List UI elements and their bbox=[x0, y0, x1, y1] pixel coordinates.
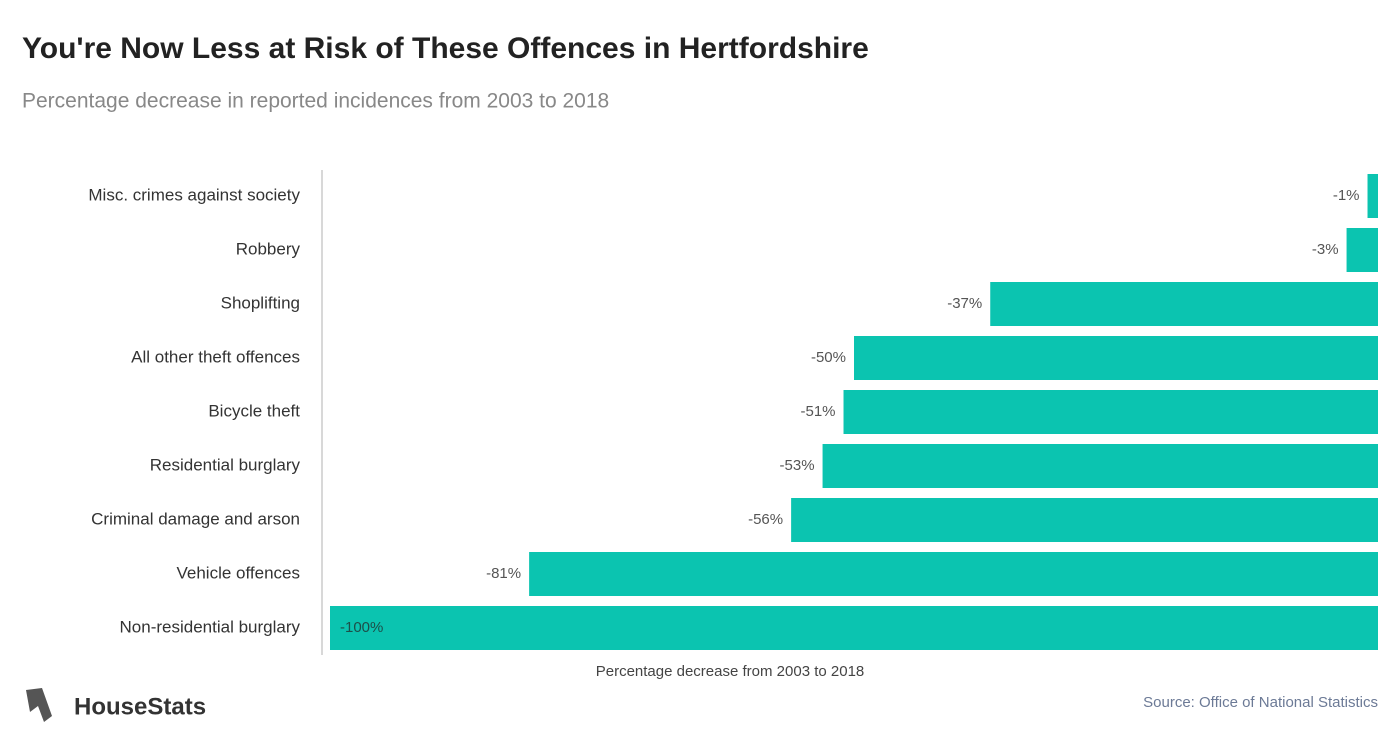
category-label: All other theft offences bbox=[131, 347, 300, 366]
bar bbox=[990, 282, 1378, 326]
brand-name: HouseStats bbox=[74, 693, 206, 720]
value-label: -1% bbox=[1333, 187, 1360, 204]
category-label: Robbery bbox=[236, 239, 301, 258]
brand-logo: HouseStats bbox=[26, 688, 206, 722]
category-label: Non-residential burglary bbox=[120, 617, 301, 636]
chart-title: You're Now Less at Risk of These Offence… bbox=[22, 32, 869, 65]
value-label: -37% bbox=[947, 295, 982, 312]
logo-icon bbox=[26, 688, 52, 722]
category-label: Vehicle offences bbox=[177, 563, 301, 582]
category-label: Residential burglary bbox=[150, 455, 301, 474]
value-label: -81% bbox=[486, 565, 521, 582]
bar bbox=[822, 444, 1378, 488]
value-label: -51% bbox=[800, 403, 835, 420]
bar bbox=[330, 606, 1378, 650]
value-label: -3% bbox=[1312, 241, 1339, 258]
source: Source: Office of National Statistics bbox=[1143, 694, 1378, 711]
value-label: -53% bbox=[780, 457, 815, 474]
value-label: -50% bbox=[811, 349, 846, 366]
category-label: Shoplifting bbox=[221, 293, 300, 312]
value-label: -100% bbox=[340, 619, 383, 636]
bar bbox=[854, 336, 1378, 380]
bar bbox=[843, 390, 1378, 434]
category-label: Criminal damage and arson bbox=[91, 509, 300, 528]
bar bbox=[1346, 228, 1378, 272]
bar bbox=[791, 498, 1378, 542]
bar bbox=[529, 552, 1378, 596]
category-label: Bicycle theft bbox=[208, 401, 300, 420]
category-label: Misc. crimes against society bbox=[88, 185, 300, 204]
value-label: -56% bbox=[748, 511, 783, 528]
bar bbox=[1367, 174, 1378, 218]
x-axis-title: Percentage decrease from 2003 to 2018 bbox=[596, 663, 865, 680]
chart-subtitle: Percentage decrease in reported incidenc… bbox=[22, 90, 609, 113]
